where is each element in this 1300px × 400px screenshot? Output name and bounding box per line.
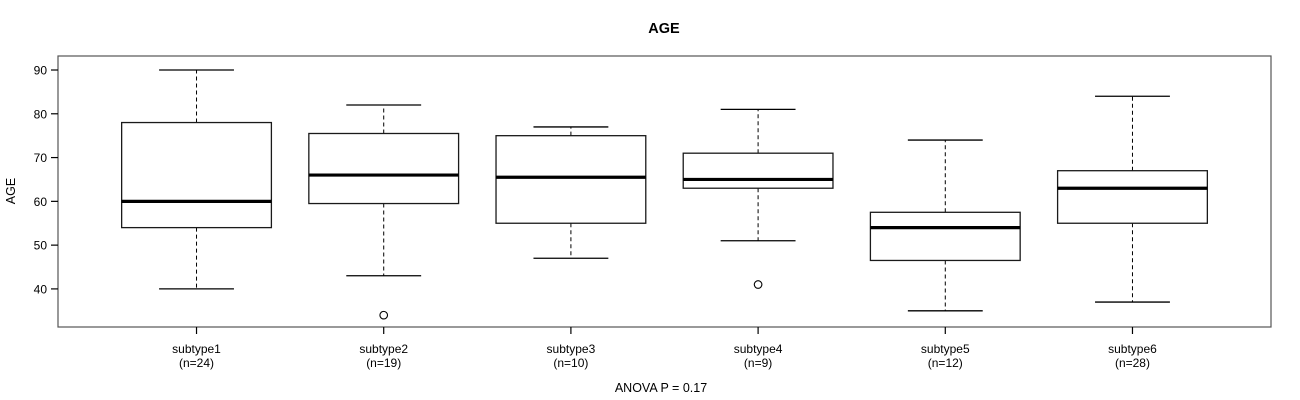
category-n-label: (n=28)	[1115, 356, 1150, 370]
category-label: subtype3	[547, 342, 596, 356]
chart-title: AGE	[648, 21, 680, 37]
boxplot-subtype2	[308, 104, 460, 320]
boxplot-subtype1	[120, 69, 273, 290]
y-tick-label: 40	[34, 282, 48, 296]
category-n-label: (n=9)	[744, 356, 772, 370]
iqr-box	[495, 135, 647, 224]
iqr-box	[120, 121, 273, 229]
y-axis: 40 50 60 70 80 90	[34, 64, 58, 296]
category-n-label: (n=10)	[553, 356, 588, 370]
y-tick-label: 70	[34, 151, 48, 165]
y-tick-label: 60	[34, 195, 48, 209]
category-label: subtype4	[734, 342, 783, 356]
category-label: subtype2	[359, 342, 408, 356]
iqr-box	[682, 152, 834, 189]
boxplot-subtype6	[1056, 95, 1209, 303]
category-n-label: (n=19)	[366, 356, 401, 370]
boxplot-series	[120, 69, 1209, 320]
category-label: subtype5	[921, 342, 970, 356]
outlier-point	[753, 280, 763, 289]
outlier-point	[379, 310, 389, 320]
iqr-box	[308, 132, 460, 205]
x-axis: subtype1(n=24)subtype2(n=19)subtype3(n=1…	[172, 327, 1157, 370]
y-tick-label: 90	[34, 64, 48, 78]
anova-annotation: ANOVA P = 0.17	[615, 381, 707, 395]
category-label: subtype1	[172, 342, 221, 356]
y-tick-label: 50	[34, 239, 48, 253]
category-n-label: (n=24)	[179, 356, 214, 370]
y-tick-label: 80	[34, 107, 48, 121]
iqr-box	[1056, 170, 1209, 224]
category-n-label: (n=12)	[928, 356, 963, 370]
category-label: subtype6	[1108, 342, 1157, 356]
iqr-box	[869, 211, 1021, 262]
y-axis-label: AGE	[4, 178, 18, 204]
boxplot-subtype5	[869, 139, 1021, 312]
boxplot-subtype3	[495, 126, 647, 259]
plot-frame	[57, 55, 1272, 328]
boxplot-subtype4	[682, 108, 834, 289]
